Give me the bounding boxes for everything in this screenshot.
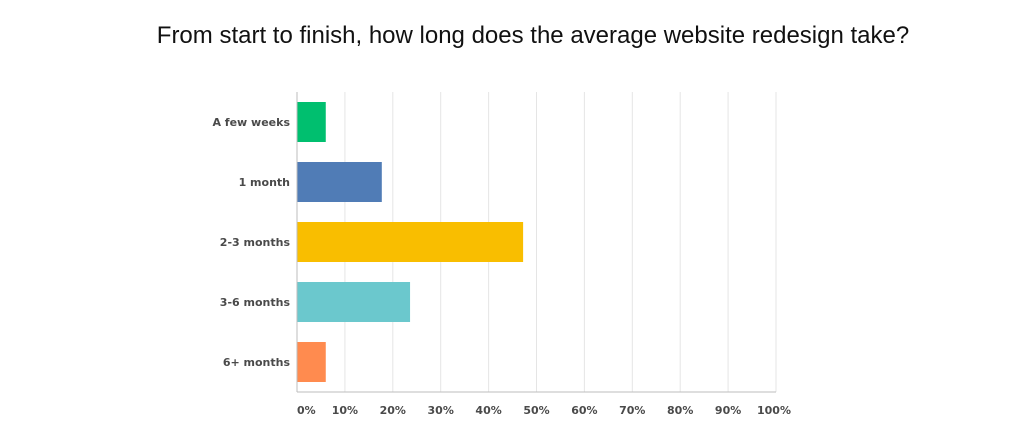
x-tick-label: 70% [619,404,645,417]
bar [297,282,411,322]
category-label: 3-6 months [220,296,291,309]
bar [297,162,382,202]
bars [297,102,524,382]
x-tick-label: 100% [757,404,791,417]
x-tick-label: 50% [523,404,549,417]
bar [297,102,326,142]
category-label: A few weeks [212,116,290,129]
x-tick-labels: 0% 10% 20% 30% 40% 50% 60% 70% 80% 90% 100% [297,404,791,417]
category-labels: A few weeks 1 month 2-3 months 3-6 months 6+… [212,116,290,369]
x-tick-label: 60% [571,404,597,417]
chart-title: From start to finish, how long does the … [156,22,910,49]
category-label: 2-3 months [220,236,291,249]
bar [297,342,326,382]
x-tick-label: 10% [332,404,358,417]
x-tick-label: 0% [297,404,316,417]
axes [296,92,776,393]
x-tick-label: 80% [667,404,693,417]
category-label: 1 month [239,176,290,189]
x-tick-label: 90% [715,404,741,417]
x-tick-label: 20% [380,404,406,417]
x-tick-label: 40% [475,404,501,417]
category-label: 6+ months [223,356,291,369]
bar [297,222,524,262]
x-tick-label: 30% [428,404,454,417]
